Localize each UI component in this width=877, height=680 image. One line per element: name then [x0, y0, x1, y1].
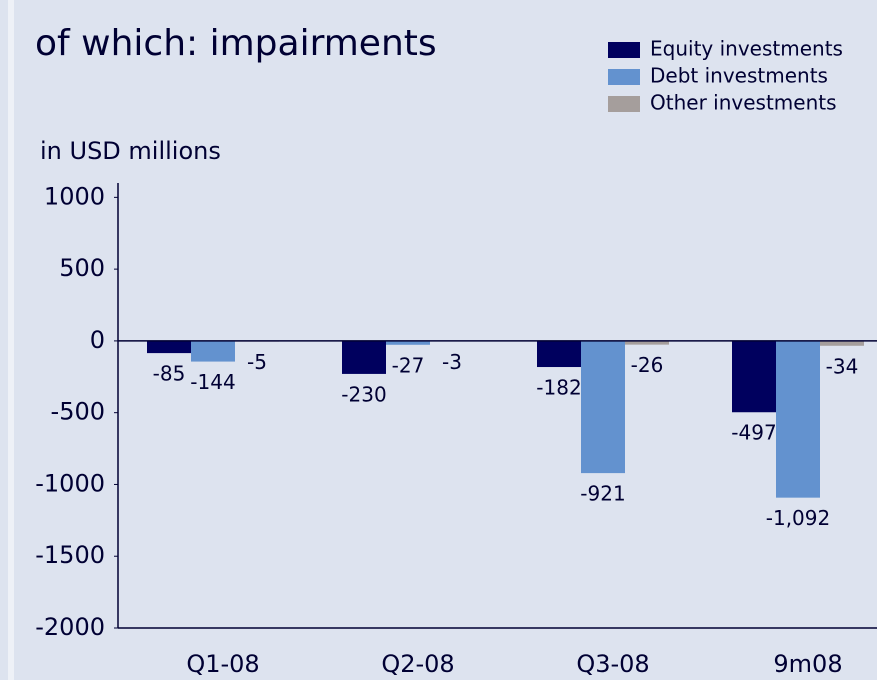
bar — [537, 340, 581, 368]
y-tick-label: -500 — [51, 398, 105, 426]
y-axis-label: in USD millions — [40, 137, 221, 165]
bar — [625, 340, 669, 345]
y-tick-label: 0 — [90, 326, 105, 354]
legend-swatch — [608, 96, 640, 112]
x-tick-label: Q3-08 — [576, 650, 649, 678]
x-tick-label: 9m08 — [773, 650, 842, 678]
y-tick-label: -1000 — [35, 469, 105, 497]
value-label: -26 — [631, 353, 664, 377]
bar — [147, 340, 191, 354]
value-label: -34 — [826, 354, 859, 378]
bar — [191, 340, 235, 362]
x-tick-label: Q2-08 — [381, 650, 454, 678]
bar — [386, 340, 430, 345]
bar — [581, 340, 625, 474]
value-label: -230 — [341, 382, 386, 406]
y-tick-label: -2000 — [35, 613, 105, 641]
legend-swatch — [608, 69, 640, 85]
legend-swatch — [608, 42, 640, 58]
value-label: -497 — [731, 421, 776, 445]
chart-title: of which: impairments — [35, 23, 437, 64]
y-tick-label: 500 — [59, 254, 105, 282]
left-strip — [8, 0, 14, 680]
legend-label: Equity investments — [650, 37, 843, 61]
y-tick-label: 1000 — [44, 182, 105, 210]
value-label: -3 — [442, 350, 462, 374]
bar — [342, 340, 386, 374]
bar — [820, 340, 864, 346]
value-label: -182 — [536, 376, 581, 400]
value-label: -5 — [247, 350, 267, 374]
legend-label: Other investments — [650, 91, 837, 115]
x-tick-label: Q1-08 — [186, 650, 259, 678]
value-label: -1,092 — [766, 506, 830, 530]
y-tick-label: -1500 — [35, 541, 105, 569]
value-label: -921 — [580, 482, 625, 506]
value-label: -144 — [190, 370, 235, 394]
bar — [776, 340, 820, 498]
value-label: -27 — [392, 353, 425, 377]
value-label: -85 — [153, 362, 186, 386]
bar — [732, 340, 776, 413]
legend-label: Debt investments — [650, 64, 828, 88]
